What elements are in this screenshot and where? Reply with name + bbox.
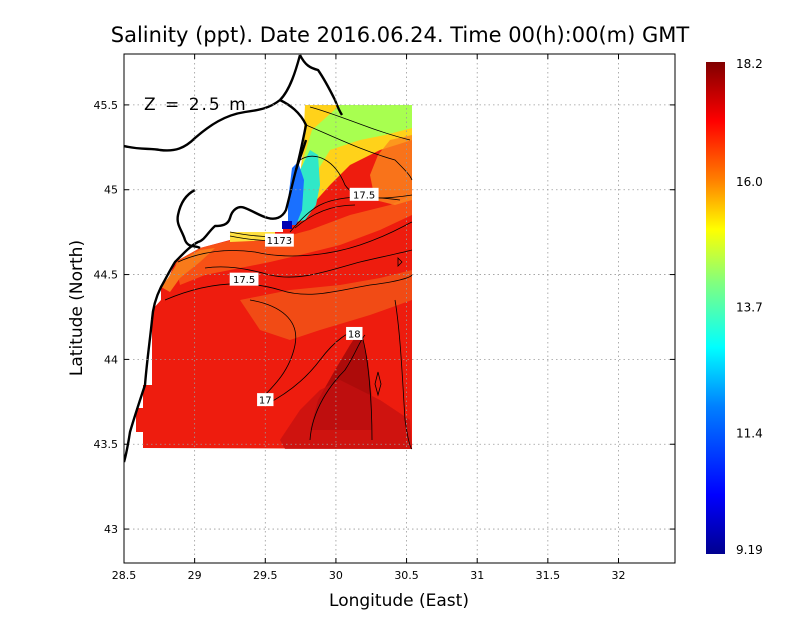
contour-line	[394, 299, 413, 450]
contour-label: 17.5	[233, 275, 255, 286]
contour-label: 17.5	[353, 190, 375, 201]
x-axis-title: Longitude (East)	[329, 591, 469, 611]
x-tick-label: 31.5	[536, 569, 561, 582]
y-tick-label: 45	[104, 184, 118, 197]
x-tick-label: 29	[188, 569, 202, 582]
colorbar-tick-label: 9.19	[736, 543, 763, 557]
grid-lines	[124, 54, 675, 563]
y-axis-title: Latitude (North)	[67, 240, 87, 376]
x-tick-label: 29.5	[253, 569, 278, 582]
contour-line	[164, 274, 413, 301]
colorbar-tick-label: 13.7	[736, 301, 763, 315]
colorbar-tick-label: 18.2	[736, 57, 763, 71]
contour-line	[249, 299, 297, 401]
x-tick-label: 30	[329, 569, 343, 582]
coastline	[124, 54, 344, 463]
y-tick-label: 44.5	[94, 269, 119, 282]
contour-label-box	[349, 187, 379, 201]
salinity-orange-north	[370, 135, 412, 205]
salinity-coastal-yellow	[230, 232, 275, 242]
contour-label-box	[257, 393, 274, 407]
contour-line	[309, 334, 366, 441]
coastline-kerch	[294, 139, 308, 171]
x-tick-label: 31	[470, 569, 484, 582]
coastal-cell	[136, 408, 144, 432]
contour-line	[294, 204, 356, 229]
salinity-field	[136, 105, 412, 449]
contour-line	[397, 257, 403, 267]
salinity-lightgreen-plume	[300, 105, 412, 205]
contour-line	[177, 221, 413, 263]
y-tick-label: 45.5	[94, 99, 119, 112]
salinity-orange-tongue	[240, 270, 412, 340]
salinity-darkblue-cell	[282, 221, 292, 229]
y-tick-label: 44	[104, 353, 118, 366]
coastline-crimea-south	[124, 98, 308, 463]
contour-label-box	[229, 272, 259, 286]
contour-label: 17	[259, 396, 272, 407]
x-tick-label: 30.5	[394, 569, 419, 582]
plot-frame	[123, 53, 676, 564]
map-title: Salinity (ppt). Date 2016.06.24. Time 00…	[111, 23, 690, 47]
colorbar-tick-label: 16.0	[736, 175, 763, 189]
x-axis-ticks: 28.5 29 29.5 30 30.5 31 31.5 32	[112, 54, 625, 582]
salinity-coastal-orange	[161, 248, 215, 292]
contour-label: 1173	[267, 236, 292, 247]
contour-line	[374, 371, 382, 397]
contour-label-box	[265, 233, 294, 247]
colorbar-ticks: 18.2 16.0 13.7 11.4 9.19	[736, 57, 763, 557]
x-tick-label: 28.5	[112, 569, 137, 582]
salinity-blue-plume	[288, 162, 304, 225]
coastline-north-shore	[298, 54, 344, 116]
contour-label-box	[346, 326, 363, 340]
depth-label: Z = 2.5 m	[144, 95, 248, 115]
y-tick-label: 43	[104, 523, 118, 536]
contour-labels: 17.5 17.5 17 18 1173	[229, 187, 379, 407]
coastline-west	[124, 54, 302, 152]
colorbar	[706, 62, 725, 554]
contour-line	[309, 106, 411, 141]
salinity-dark-south	[280, 380, 412, 449]
contour-label: 18	[348, 329, 361, 340]
y-tick-label: 43.5	[94, 438, 119, 451]
contour-line	[204, 249, 413, 278]
x-tick-label: 32	[611, 569, 625, 582]
y-axis-ticks: 43 43.5 44 44.5 45 45.5	[94, 99, 675, 536]
colorbar-tick-label: 11.4	[736, 426, 763, 440]
coastline-bay	[176, 188, 201, 250]
contour-line	[305, 124, 413, 181]
contour-line	[299, 155, 413, 199]
